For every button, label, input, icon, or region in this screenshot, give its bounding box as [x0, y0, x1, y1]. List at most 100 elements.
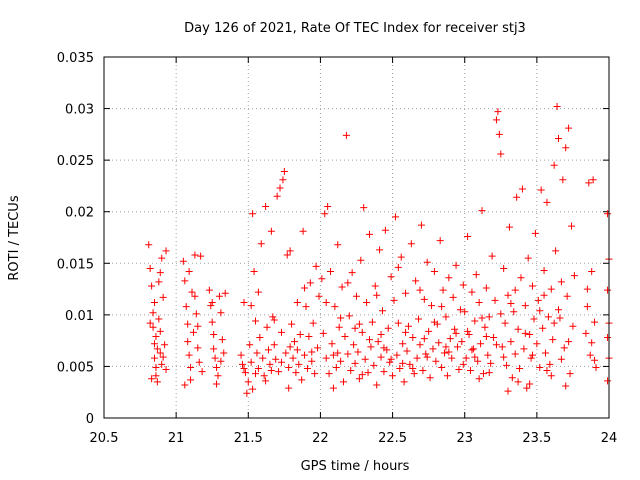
- data-point: [240, 298, 248, 306]
- data-point: [194, 344, 202, 352]
- data-point: [479, 370, 487, 378]
- data-point: [487, 359, 495, 367]
- data-point: [542, 349, 550, 357]
- data-point: [309, 319, 317, 327]
- data-point: [214, 372, 222, 380]
- data-point: [277, 358, 285, 366]
- data-point: [543, 367, 551, 375]
- data-point: [338, 283, 346, 291]
- data-point: [344, 350, 352, 358]
- data-point: [387, 355, 395, 363]
- data-point: [247, 358, 255, 366]
- data-point: [396, 364, 404, 372]
- y-tick-label: 0: [86, 412, 94, 427]
- data-point: [191, 251, 199, 259]
- data-point: [283, 251, 291, 259]
- data-point: [474, 357, 482, 365]
- data-point: [162, 247, 170, 255]
- data-point: [192, 310, 200, 318]
- data-point: [181, 277, 189, 285]
- data-point: [257, 240, 265, 248]
- x-tick-label: 22.5: [378, 431, 407, 446]
- data-point: [478, 314, 486, 322]
- data-point: [422, 350, 430, 358]
- data-point: [335, 323, 343, 331]
- data-point: [399, 359, 407, 367]
- data-point: [552, 247, 560, 255]
- data-point: [365, 230, 373, 238]
- data-point: [295, 360, 303, 368]
- data-point: [285, 363, 293, 371]
- data-point: [511, 286, 519, 294]
- data-point: [152, 333, 160, 341]
- data-point: [301, 284, 309, 292]
- data-point: [400, 378, 408, 386]
- data-point: [355, 375, 363, 383]
- data-point: [482, 284, 490, 292]
- data-point: [585, 179, 593, 187]
- data-point: [494, 108, 502, 116]
- data-point: [412, 277, 420, 285]
- grid-lines: [104, 57, 609, 418]
- data-point: [259, 354, 267, 362]
- y-tick-label: 0.035: [57, 51, 94, 66]
- data-point: [298, 376, 306, 384]
- data-point: [361, 355, 369, 363]
- data-point: [540, 267, 548, 275]
- data-point: [485, 313, 493, 321]
- data-point: [145, 241, 153, 249]
- data-point: [533, 340, 541, 348]
- data-point: [417, 221, 425, 229]
- data-point: [277, 328, 285, 336]
- data-point: [495, 130, 503, 138]
- data-point: [430, 318, 438, 326]
- data-point: [583, 303, 591, 311]
- data-point: [293, 298, 301, 306]
- data-point: [327, 268, 335, 276]
- data-point: [432, 357, 440, 365]
- x-tick-label: 24: [601, 431, 618, 446]
- data-point: [426, 374, 434, 382]
- data-point: [425, 327, 433, 335]
- data-point: [191, 292, 199, 300]
- data-point: [315, 292, 323, 300]
- data-point: [210, 345, 218, 353]
- y-tick-label: 0.025: [57, 154, 94, 169]
- data-point: [159, 353, 167, 361]
- data-point: [507, 300, 515, 308]
- data-point: [158, 360, 166, 368]
- data-point: [423, 353, 431, 361]
- data-point: [387, 273, 395, 281]
- data-point: [521, 329, 529, 337]
- data-point: [555, 306, 562, 314]
- data-point: [503, 361, 511, 369]
- data-point: [393, 351, 401, 359]
- data-point: [254, 288, 262, 296]
- data-point: [562, 144, 570, 152]
- data-point: [162, 366, 170, 374]
- data-point: [337, 314, 345, 322]
- data-point: [311, 370, 319, 378]
- data-point: [485, 369, 493, 377]
- data-point: [377, 353, 385, 361]
- data-point: [397, 253, 405, 261]
- data-point: [373, 291, 381, 299]
- axis-ticks: 0 0.005 0.01 0.015 0.02 0.025 0.03 0.035 20.5 21 2…: [57, 51, 617, 446]
- data-point: [591, 318, 599, 326]
- data-point: [340, 378, 348, 386]
- x-tick-label: 21: [168, 431, 185, 446]
- data-point: [354, 348, 362, 356]
- data-point: [179, 257, 187, 265]
- data-point: [394, 319, 402, 327]
- data-point: [280, 167, 288, 175]
- data-point: [355, 320, 363, 328]
- data-point: [504, 387, 512, 395]
- data-point: [464, 327, 472, 335]
- data-point: [358, 371, 366, 379]
- data-point: [539, 324, 547, 332]
- data-point: [282, 349, 290, 357]
- data-point: [498, 343, 506, 351]
- data-point: [563, 292, 571, 300]
- data-point: [373, 381, 381, 389]
- data-point: [314, 344, 322, 352]
